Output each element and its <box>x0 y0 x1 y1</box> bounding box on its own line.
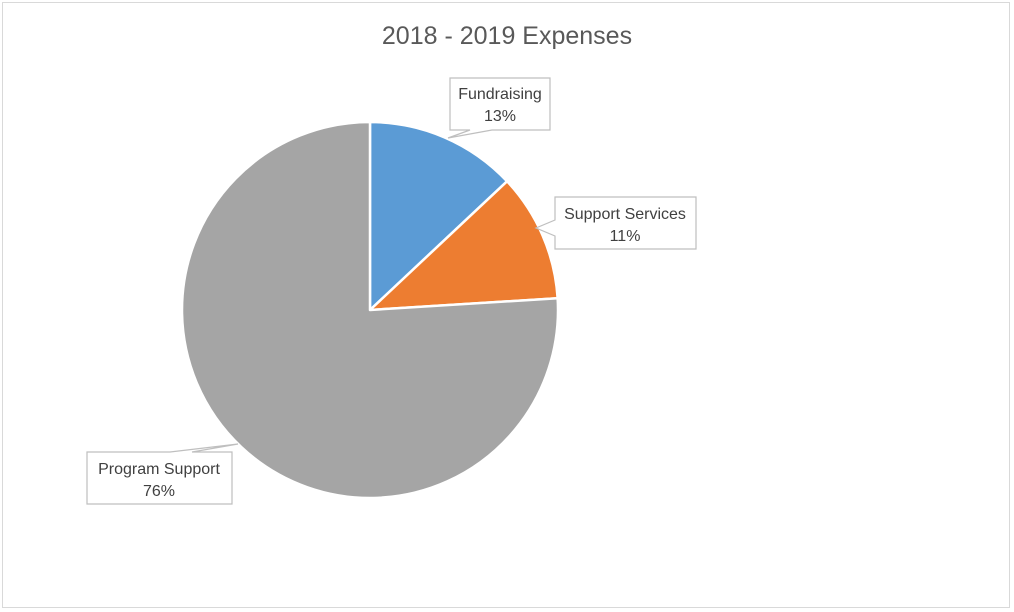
pie-slice-program-support <box>180 120 560 500</box>
label-program-support-pct: 76% <box>143 483 175 500</box>
data-label-program-support: Program Support 76% <box>86 443 239 505</box>
data-label-callouts: Fundraising 13% Support Services 11% Pro… <box>86 77 697 505</box>
label-fundraising-pct: 13% <box>484 108 516 125</box>
data-label-fundraising: Fundraising 13% <box>447 77 551 139</box>
chart-title: 2018 - 2019 Expenses <box>381 22 633 50</box>
label-program-support-name: Program Support <box>98 461 220 478</box>
label-support-services-pct: 11% <box>610 228 641 245</box>
data-label-support-services: Support Services 11% <box>534 196 697 250</box>
label-support-services-name: Support Services <box>564 206 686 223</box>
pie-slices <box>180 120 560 500</box>
label-fundraising-name: Fundraising <box>458 86 542 103</box>
pie-slice-support-services <box>368 180 559 312</box>
pie-slice-fundraising <box>368 120 509 312</box>
